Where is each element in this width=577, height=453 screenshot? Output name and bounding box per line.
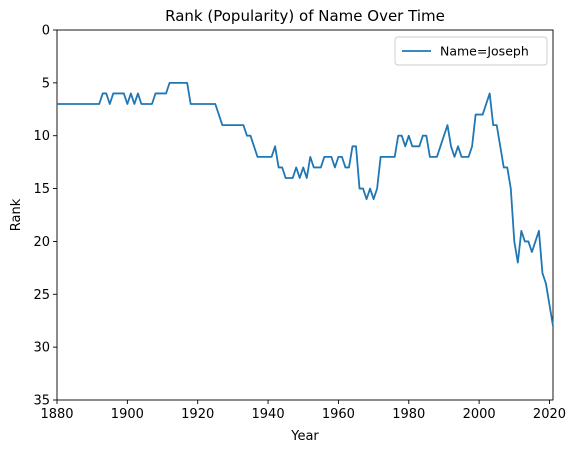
chart-title: Rank (Popularity) of Name Over Time	[165, 7, 445, 25]
legend-box	[394, 36, 548, 66]
y-tick-label: 30	[33, 341, 50, 356]
plot-frame	[56, 29, 554, 401]
x-tick-label: 1900	[111, 407, 144, 422]
y-tick-label: 0	[42, 24, 50, 39]
y-tick-label: 15	[33, 182, 50, 197]
y-tick-label: 10	[33, 129, 50, 144]
y-axis: 0 5 10 15 20 25 30 35	[33, 24, 57, 409]
x-tick-label: 1960	[322, 407, 355, 422]
x-tick-label: 2000	[463, 407, 496, 422]
x-tick-label: 1980	[392, 407, 425, 422]
x-tick-label: 1940	[252, 407, 285, 422]
x-tick-label: 2020	[533, 407, 566, 422]
y-axis-label: Rank	[9, 198, 24, 231]
x-axis-label: Year	[290, 429, 319, 444]
y-tick-label: 20	[33, 235, 50, 250]
y-tick-label: 25	[33, 288, 50, 303]
y-tick-label: 5	[42, 76, 50, 91]
x-tick-label: 1880	[40, 407, 73, 422]
x-axis: 1880 1900 1920 1940 1960 1980 2000 2020	[40, 400, 566, 422]
x-tick-label: 1920	[181, 407, 214, 422]
legend: Name=Joseph	[394, 36, 548, 66]
series-line-joseph	[57, 81, 554, 327]
legend-label: Name=Joseph	[440, 44, 529, 59]
y-tick-label: 35	[33, 394, 50, 409]
